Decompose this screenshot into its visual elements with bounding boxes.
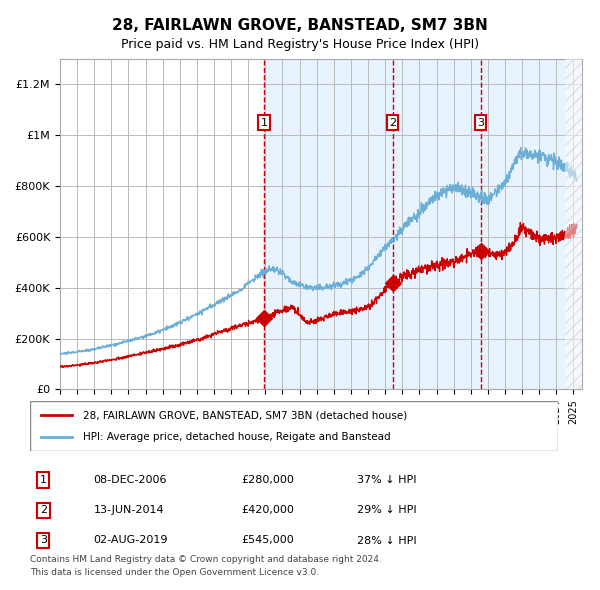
Text: 28, FAIRLAWN GROVE, BANSTEAD, SM7 3BN: 28, FAIRLAWN GROVE, BANSTEAD, SM7 3BN: [112, 18, 488, 32]
FancyBboxPatch shape: [30, 401, 558, 451]
Text: £420,000: £420,000: [241, 505, 294, 515]
Text: 3: 3: [40, 536, 47, 546]
Text: £280,000: £280,000: [241, 475, 294, 485]
Text: 02-AUG-2019: 02-AUG-2019: [94, 536, 168, 546]
Text: 3: 3: [477, 117, 484, 127]
Text: 2: 2: [40, 505, 47, 515]
Text: 2: 2: [389, 117, 396, 127]
Text: 13-JUN-2014: 13-JUN-2014: [94, 505, 164, 515]
Text: 37% ↓ HPI: 37% ↓ HPI: [358, 475, 417, 485]
Text: HPI: Average price, detached house, Reigate and Banstead: HPI: Average price, detached house, Reig…: [83, 432, 391, 442]
Bar: [264, 59, 582, 389]
Text: 1: 1: [260, 117, 268, 127]
Text: 08-DEC-2006: 08-DEC-2006: [94, 475, 167, 485]
Text: 28, FAIRLAWN GROVE, BANSTEAD, SM7 3BN (detached house): 28, FAIRLAWN GROVE, BANSTEAD, SM7 3BN (d…: [83, 410, 407, 420]
Text: Price paid vs. HM Land Registry's House Price Index (HPI): Price paid vs. HM Land Registry's House …: [121, 38, 479, 51]
Text: 1: 1: [40, 475, 47, 485]
Text: £545,000: £545,000: [241, 536, 294, 546]
Text: This data is licensed under the Open Government Licence v3.0.: This data is licensed under the Open Gov…: [30, 568, 319, 577]
Text: 29% ↓ HPI: 29% ↓ HPI: [358, 505, 417, 515]
Text: Contains HM Land Registry data © Crown copyright and database right 2024.: Contains HM Land Registry data © Crown c…: [30, 555, 382, 563]
Text: 28% ↓ HPI: 28% ↓ HPI: [358, 536, 417, 546]
